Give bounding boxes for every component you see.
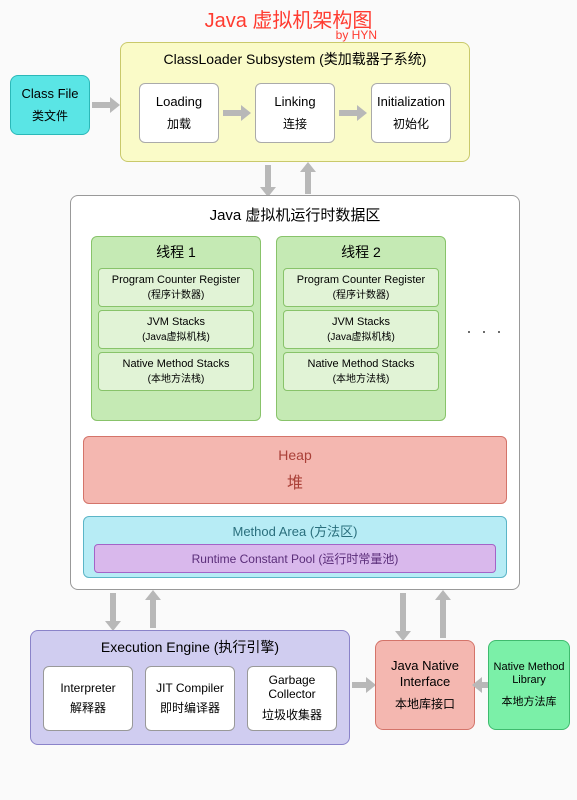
jni-box: Java Native Interface 本地库接口: [375, 640, 475, 730]
gc-box: Garbage Collector 垃圾收集器: [247, 666, 337, 731]
classfile-en: Class File: [21, 86, 78, 101]
arrow-engine-to-runtime-l: [150, 600, 156, 628]
classfile-cn: 类文件: [32, 107, 68, 124]
jit-cn: 即时编译器: [160, 699, 220, 716]
jit-en: JIT Compiler: [156, 681, 224, 695]
arrow-classfile-to-loader: [92, 102, 110, 108]
linking-en: Linking: [274, 94, 315, 109]
thread1-title: 线程 1: [92, 237, 260, 265]
thread2-pcr-cn: (程序计数器): [286, 286, 436, 301]
thread2-pcr-en: Program Counter Register: [286, 274, 436, 286]
thread1-pcr-cn: (程序计数器): [101, 286, 251, 301]
classloader-box: ClassLoader Subsystem (类加载器子系统) Loading …: [120, 42, 470, 162]
loading-cn: 加载: [167, 115, 191, 132]
diagram-title: Java 虚拟机架构图: [0, 4, 577, 33]
thread1-pcr-en: Program Counter Register: [101, 274, 251, 286]
thread1-box: 线程 1 Program Counter Register (程序计数器) JV…: [91, 236, 261, 421]
jni-en: Java Native Interface: [376, 658, 474, 689]
heap-en: Heap: [278, 447, 311, 463]
thread2-jvmstack-en: JVM Stacks: [286, 316, 436, 328]
init-cn: 初始化: [393, 115, 429, 132]
gc-en: Garbage Collector: [248, 674, 336, 702]
thread1-jvmstack-en: JVM Stacks: [101, 316, 251, 328]
arrow-loading-linking: [223, 110, 241, 116]
methodarea-title: Method Area (方法区): [84, 517, 506, 542]
thread2-title: 线程 2: [277, 237, 445, 265]
arrow-engine-to-jni: [352, 682, 366, 688]
thread2-native-cn: (本地方法栈): [286, 370, 436, 385]
arrow-loader-to-runtime: [265, 165, 271, 187]
thread1-native-en: Native Method Stacks: [101, 358, 251, 370]
init-box: Initialization 初始化: [371, 83, 451, 143]
arrow-linking-init: [339, 110, 357, 116]
thread1-jvmstack-cn: (Java虚拟机栈): [101, 328, 251, 343]
interpreter-cn: 解释器: [70, 699, 106, 716]
diagram-author: by HYN: [336, 28, 377, 42]
nlib-en: Native Method Library: [489, 661, 569, 687]
gc-cn: 垃圾收集器: [262, 706, 322, 723]
thread1-native: Native Method Stacks (本地方法栈): [98, 352, 254, 391]
jit-box: JIT Compiler 即时编译器: [145, 666, 235, 731]
jni-cn: 本地库接口: [395, 695, 455, 712]
linking-box: Linking 连接: [255, 83, 335, 143]
engine-box: Execution Engine (执行引擎) Interpreter 解释器 …: [30, 630, 350, 745]
thread2-box: 线程 2 Program Counter Register (程序计数器) JV…: [276, 236, 446, 421]
arrow-runtime-to-engine-l: [110, 593, 116, 621]
arrow-runtime-to-jni: [400, 593, 406, 631]
classloader-title: ClassLoader Subsystem (类加载器子系统): [121, 49, 469, 69]
loading-en: Loading: [156, 94, 202, 109]
rcp-box: Runtime Constant Pool (运行时常量池): [94, 544, 496, 573]
heap-box: Heap 堆: [83, 436, 507, 504]
init-en: Initialization: [377, 94, 445, 109]
thread2-native: Native Method Stacks (本地方法栈): [283, 352, 439, 391]
nlib-box: Native Method Library 本地方法库: [488, 640, 570, 730]
thread2-native-en: Native Method Stacks: [286, 358, 436, 370]
thread1-pcr: Program Counter Register (程序计数器): [98, 268, 254, 307]
heap-cn: 堆: [287, 469, 303, 493]
runtime-box: Java 虚拟机运行时数据区 线程 1 Program Counter Regi…: [70, 195, 520, 590]
arrow-jni-to-runtime: [440, 600, 446, 638]
methodarea-box: Method Area (方法区) Runtime Constant Pool …: [83, 516, 507, 578]
thread2-jvmstack-cn: (Java虚拟机栈): [286, 328, 436, 343]
runtime-title: Java 虚拟机运行时数据区: [71, 204, 519, 225]
interpreter-en: Interpreter: [60, 681, 115, 695]
arrow-runtime-to-loader: [305, 172, 311, 194]
linking-cn: 连接: [283, 115, 307, 132]
loading-box: Loading 加载: [139, 83, 219, 143]
engine-title: Execution Engine (执行引擎): [31, 637, 349, 657]
classfile-box: Class File 类文件: [10, 75, 90, 135]
interpreter-box: Interpreter 解释器: [43, 666, 133, 731]
thread1-native-cn: (本地方法栈): [101, 370, 251, 385]
threads-dots: · · ·: [466, 321, 504, 342]
thread2-jvmstack: JVM Stacks (Java虚拟机栈): [283, 310, 439, 349]
nlib-cn: 本地方法库: [502, 693, 557, 709]
thread1-jvmstack: JVM Stacks (Java虚拟机栈): [98, 310, 254, 349]
thread2-pcr: Program Counter Register (程序计数器): [283, 268, 439, 307]
